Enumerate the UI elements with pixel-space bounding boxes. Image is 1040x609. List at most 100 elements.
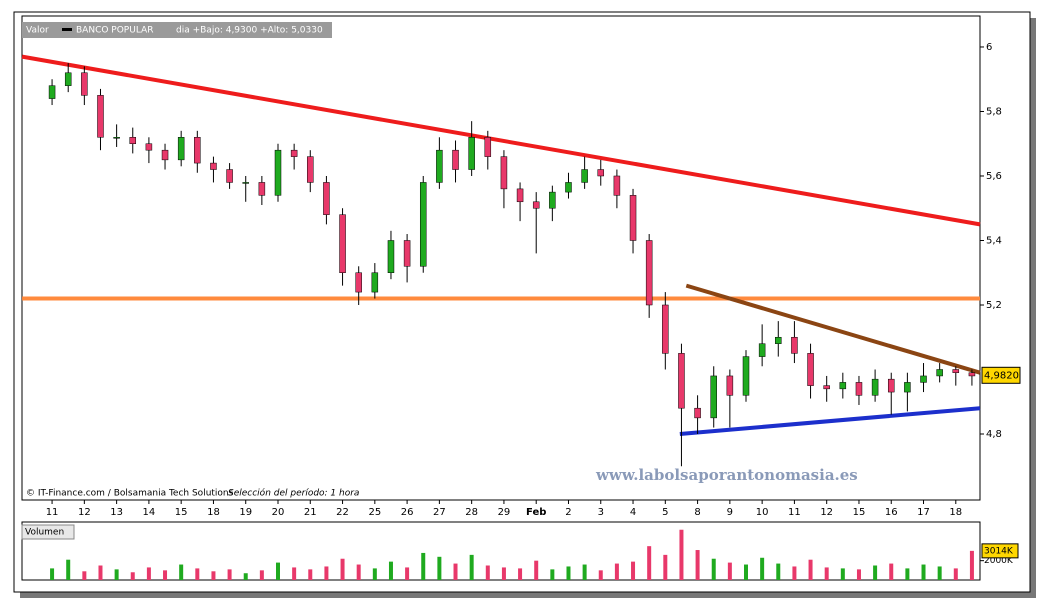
y-tick-label: 5,4	[986, 235, 1002, 246]
x-tick-label: 3	[598, 507, 604, 518]
candle-body	[710, 375, 717, 419]
candle-body	[904, 382, 911, 393]
volume-bar	[114, 569, 119, 580]
volume-bar	[921, 564, 926, 580]
x-tick-label: 25	[368, 507, 381, 518]
volume-bar	[518, 568, 523, 580]
x-tick-label: 26	[401, 507, 414, 518]
candle-body	[97, 95, 104, 138]
candle-body	[339, 214, 346, 273]
volume-bar	[130, 572, 135, 580]
volume-bar	[873, 565, 878, 580]
x-tick-label: 20	[272, 507, 285, 518]
candle-body	[678, 353, 685, 409]
candle-body	[64, 72, 72, 86]
volume-bar	[227, 569, 232, 580]
candle-body	[242, 182, 249, 184]
candle-body	[952, 369, 960, 373]
y-tick-label: 5,6	[986, 171, 1002, 182]
x-tick-label: 10	[756, 507, 769, 518]
volume-bar	[808, 559, 813, 580]
volume-bar	[437, 556, 442, 580]
candle-body	[839, 382, 847, 390]
candle-body	[226, 169, 233, 183]
volume-bar	[292, 567, 297, 580]
candle-body	[581, 169, 588, 183]
candle-body	[177, 137, 185, 161]
y-tick-label: 6	[986, 42, 992, 53]
candle-body	[371, 272, 379, 293]
day-range: dia +Bajo: 4,9300 +Alto: 5,0330	[176, 26, 323, 36]
trend-line	[685, 283, 981, 375]
volume-bar	[760, 557, 765, 580]
volume-bar	[453, 563, 458, 580]
last-price-box	[981, 366, 1021, 384]
volume-bar	[792, 566, 797, 580]
volume-bar	[905, 568, 910, 580]
period: Selección del período: 1 hora	[228, 488, 359, 499]
candle-body	[210, 162, 217, 170]
x-tick-label: 11	[788, 507, 801, 518]
volume-bar	[937, 566, 942, 580]
volume-bar	[372, 568, 377, 580]
volume-bar	[744, 564, 748, 580]
x-tick-label: 17	[917, 507, 930, 518]
volume-bar	[663, 554, 668, 580]
x-tick-label: 15	[175, 507, 188, 518]
candle-body	[887, 378, 895, 393]
candle-body	[468, 137, 475, 170]
candle-body	[549, 191, 556, 209]
candle-body	[807, 353, 814, 386]
volume-bar	[405, 567, 410, 580]
candle-body	[307, 156, 314, 183]
candle-body	[920, 375, 927, 383]
volume-bar	[388, 561, 393, 580]
volume-bar	[340, 558, 345, 580]
volume-bar	[308, 569, 313, 580]
x-tick-label: 15	[853, 507, 866, 518]
candle-body	[613, 175, 621, 196]
volume-bar	[631, 561, 636, 580]
x-tick-label: 27	[433, 507, 446, 518]
x-tick-label: 18	[949, 507, 962, 518]
volume-bar	[276, 562, 280, 580]
candle-body	[565, 182, 572, 193]
x-tick-label: 5	[662, 507, 668, 518]
volume-label-box	[21, 524, 75, 540]
volume-bar	[211, 571, 216, 580]
trend-line	[21, 54, 981, 227]
y-tick-label: 4,8	[986, 429, 1002, 440]
x-tick-label: 2	[565, 507, 571, 518]
watermark: www.labolsaporantonomasia.es	[595, 466, 858, 484]
volume-bar	[614, 563, 619, 580]
volume-bar	[776, 563, 781, 580]
candle-body	[532, 201, 540, 209]
x-tick-label: 12	[820, 507, 833, 518]
x-tick-label: 11	[46, 507, 59, 518]
candle-body	[387, 240, 395, 273]
candle-body	[742, 356, 750, 396]
volume-bar	[550, 569, 555, 580]
volume-bar	[50, 568, 55, 580]
volume-bar	[534, 560, 539, 580]
x-tick-label: 22	[336, 507, 349, 518]
candle-body	[436, 149, 443, 183]
instrument-label: Valor	[26, 26, 49, 36]
candle-body	[129, 137, 137, 144]
x-tick-label: 18	[207, 507, 220, 518]
y-tick-label: 5,8	[986, 106, 1002, 117]
x-tick-label: 19	[239, 507, 252, 518]
volume-bar	[66, 559, 71, 580]
volume-bar	[679, 529, 684, 580]
candle-body	[694, 407, 701, 419]
volume-bar	[259, 570, 264, 580]
x-tick-label: 29	[498, 507, 511, 518]
candle-body	[258, 182, 266, 196]
x-tick-label: 28	[465, 507, 478, 518]
volume-bar	[195, 568, 200, 580]
candle-body	[645, 240, 653, 306]
candle-body	[81, 72, 88, 96]
candle-body	[484, 137, 492, 157]
